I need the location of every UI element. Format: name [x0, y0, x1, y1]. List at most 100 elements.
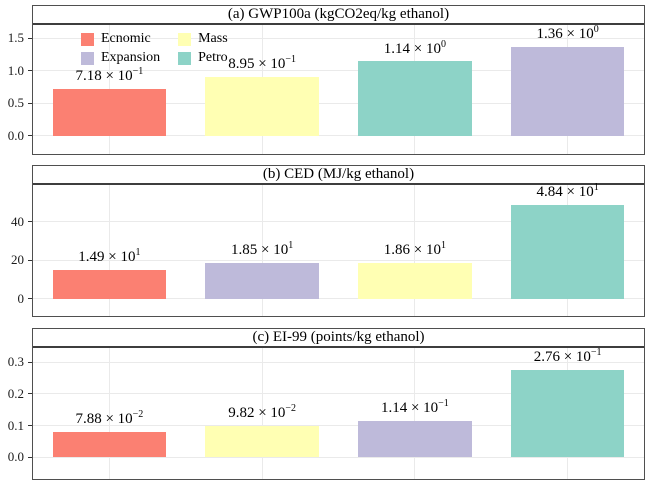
y-axis-tick-label: 0.0 [7, 127, 24, 143]
gridline-horizontal [33, 361, 644, 363]
y-axis-tick-mark [28, 425, 32, 427]
panel-a: (a) GWP100a (kgCO2eq/kg ethanol) 0.0 0.5 1.… [8, 5, 645, 155]
legend-swatch-icon [178, 51, 192, 65]
bar-value-label: 8.95 × 10−1 [228, 54, 297, 73]
legend-label: Expansion [101, 50, 161, 65]
exponent: −2 [132, 409, 144, 421]
panel-c: (c) EI-99 (points/kg ethanol) 0.0 0.1 0.2 0.… [8, 328, 645, 480]
y-axis-tick-mark [28, 298, 32, 300]
legend-swatch-icon [178, 32, 192, 46]
bar-expansion [358, 421, 472, 458]
bar-value-label: 7.18 × 10−1 [75, 65, 144, 84]
legend-item-mass: Mass [178, 31, 228, 47]
exponent: −1 [590, 346, 602, 358]
bar-value-label: 1.14 × 10−1 [380, 398, 449, 417]
gridline-horizontal [33, 456, 644, 458]
legend-label: Ecnomic [101, 31, 151, 46]
gridline-horizontal [33, 70, 644, 72]
gridline-vertical [108, 348, 110, 479]
exponent: 0 [440, 38, 446, 50]
bar-petro [510, 369, 625, 458]
y-axis-tick-mark [28, 37, 32, 39]
y-axis-tick-label: 0.3 [7, 354, 24, 370]
bar-ecnomic [52, 269, 167, 299]
plot-area-b: 0 20 40 1.49 × 101 1.85 × 101 1.86 × 101 4.84 … [11, 182, 644, 316]
gridline-horizontal [33, 425, 644, 427]
exponent: −1 [285, 54, 297, 66]
bar-value-label: 1.36 × 100 [536, 24, 599, 43]
y-axis-tick-mark [28, 393, 32, 395]
y-axis-tick-label: 0.0 [7, 449, 24, 465]
bar-petro [358, 61, 472, 136]
bar-value-label: 9.82 × 10−2 [228, 403, 297, 422]
bar-petro [510, 205, 625, 299]
panel-b: (b) CED (MJ/kg ethanol) 0 20 40 1.49 × 101 1.… [11, 165, 645, 317]
bar-ecnomic [52, 432, 167, 458]
y-axis-tick-label: 0.2 [7, 385, 24, 401]
gridline-vertical [261, 348, 263, 479]
bar-mass [205, 77, 319, 136]
legend-item-expansion: Expansion [81, 50, 160, 66]
panel-strip-c: (c) EI-99 (points/kg ethanol) [33, 329, 644, 348]
bar-mass [358, 262, 472, 299]
gridline-vertical [414, 185, 416, 316]
gridline-horizontal [33, 259, 644, 261]
exponent: −1 [438, 398, 449, 410]
exponent: −2 [285, 403, 297, 415]
gridline-horizontal [33, 135, 644, 137]
legend: Ecnomic Expansion Mass Petro [81, 31, 228, 66]
y-axis-tick-label: 1.5 [7, 30, 24, 46]
exponent: 1 [135, 246, 141, 258]
gridline-horizontal [33, 102, 644, 104]
y-axis-tick-mark [28, 259, 32, 261]
gridline-horizontal [33, 37, 644, 39]
legend-swatch-icon [81, 51, 94, 65]
legend-item-petro: Petro [178, 50, 228, 66]
gridline-horizontal [33, 393, 644, 395]
exponent: 1 [440, 239, 446, 251]
bar-value-label: 1.86 × 101 [383, 239, 446, 258]
bar-value-label: 1.14 × 100 [383, 38, 446, 57]
y-axis-tick-label: 0.1 [7, 417, 24, 433]
panel-strip-b: (b) CED (MJ/kg ethanol) [33, 166, 644, 185]
y-axis-tick-label: 0 [17, 290, 25, 306]
y-axis-tick-mark [28, 135, 32, 137]
gridline-vertical [108, 185, 110, 316]
exponent: −1 [132, 65, 144, 77]
legend-swatch-icon [81, 32, 94, 46]
bar-value-label: 2.76 × 10−1 [533, 346, 602, 365]
panel-strip-a: (a) GWP100a (kgCO2eq/kg ethanol) [33, 6, 644, 25]
exponent: 1 [593, 182, 599, 194]
legend-label: Mass [198, 31, 228, 46]
y-axis-tick-label: 0.5 [7, 95, 24, 111]
y-axis-tick-mark [28, 456, 32, 458]
bar-value-label: 1.49 × 101 [78, 246, 141, 265]
gridline-horizontal [33, 298, 644, 300]
y-axis-tick-label: 20 [11, 252, 24, 268]
bar-value-label: 1.85 × 101 [231, 240, 294, 259]
exponent: 0 [593, 24, 599, 36]
gridline-vertical [414, 348, 416, 479]
gridline-horizontal [33, 221, 644, 223]
panel-title-c: (c) EI-99 (points/kg ethanol) [252, 329, 425, 345]
legend-item-ecnomic: Ecnomic [81, 31, 160, 47]
panel-title-b: (b) CED (MJ/kg ethanol) [262, 166, 415, 182]
plot-area-a: 0.0 0.5 1.0 1.5 7.18 × 10−1 8.95 × 10−1 1.14 ×… [8, 24, 644, 154]
legend-label: Petro [198, 50, 228, 65]
panel-title-a: (a) GWP100a (kgCO2eq/kg ethanol) [227, 6, 450, 22]
y-axis-tick-mark [28, 361, 32, 363]
gridline-vertical [261, 185, 263, 316]
y-axis-tick-label: 40 [11, 213, 24, 229]
bar-mass [205, 426, 319, 458]
plot-area-c: 0.0 0.1 0.2 0.3 7.88 × 10−2 9.82 × 10−2 1.14 ×… [8, 346, 644, 479]
bar-expansion [205, 263, 319, 299]
exponent: 1 [288, 240, 294, 252]
y-axis-tick-mark [28, 70, 32, 72]
bar-value-label: 4.84 × 101 [536, 182, 599, 201]
y-axis-tick-mark [28, 221, 32, 223]
y-axis-tick-mark [28, 102, 32, 104]
bar-value-label: 7.88 × 10−2 [75, 409, 144, 428]
y-axis-tick-label: 1.0 [7, 62, 24, 78]
bar-ecnomic [52, 88, 167, 136]
